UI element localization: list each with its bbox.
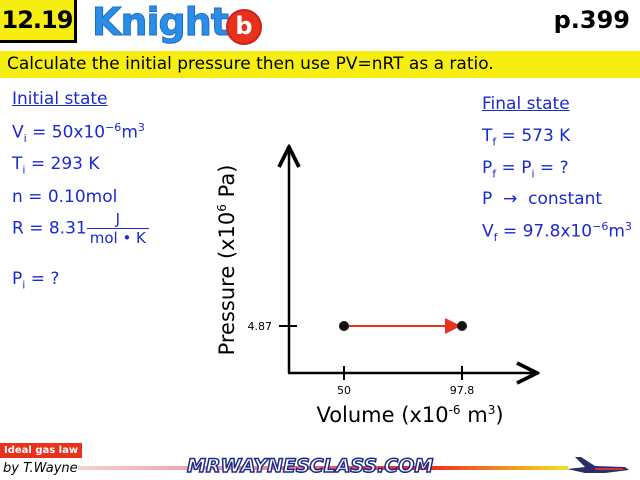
- x-axis-label: Volume (x10-6 m3): [316, 403, 503, 427]
- constant-pressure: P → constant: [482, 189, 603, 209]
- initial-volume: Vi = 50x10−6m3: [12, 121, 145, 146]
- site-logo[interactable]: MRWAYNESCLASS.COM: [186, 454, 434, 478]
- final-title: Final state: [482, 94, 570, 114]
- jet-icon: [567, 457, 629, 473]
- moles: n = 0.10mol: [12, 187, 118, 207]
- initial-title: Initial state: [12, 89, 108, 109]
- state-point: [339, 321, 349, 331]
- page-number: p.399: [553, 6, 630, 34]
- book-logo: Knight: [92, 0, 230, 45]
- x-tick-label: 50: [337, 384, 351, 397]
- footer-line: [78, 466, 568, 470]
- instruction: Calculate the initial pressure then use …: [0, 51, 640, 78]
- initial-temperature: Ti = 293 K: [12, 154, 100, 177]
- author: by T.Wayne: [3, 461, 78, 476]
- state-point: [457, 321, 467, 331]
- initial-pressure: Pi = ?: [12, 269, 60, 292]
- x-tick-label: 97.8: [450, 384, 475, 397]
- part-badge: b: [226, 9, 262, 45]
- y-tick-label: 4.87: [248, 320, 273, 333]
- topic-tag: Ideal gas law: [0, 443, 83, 458]
- y-axis-label: Pressure (x106 Pa): [215, 165, 239, 356]
- final-volume: Vf = 97.8x10−6m3: [482, 220, 632, 245]
- final-pressure: Pf = Pi = ?: [482, 158, 569, 181]
- final-temperature: Tf = 573 K: [482, 126, 571, 149]
- problem-number: 12.19: [0, 0, 77, 43]
